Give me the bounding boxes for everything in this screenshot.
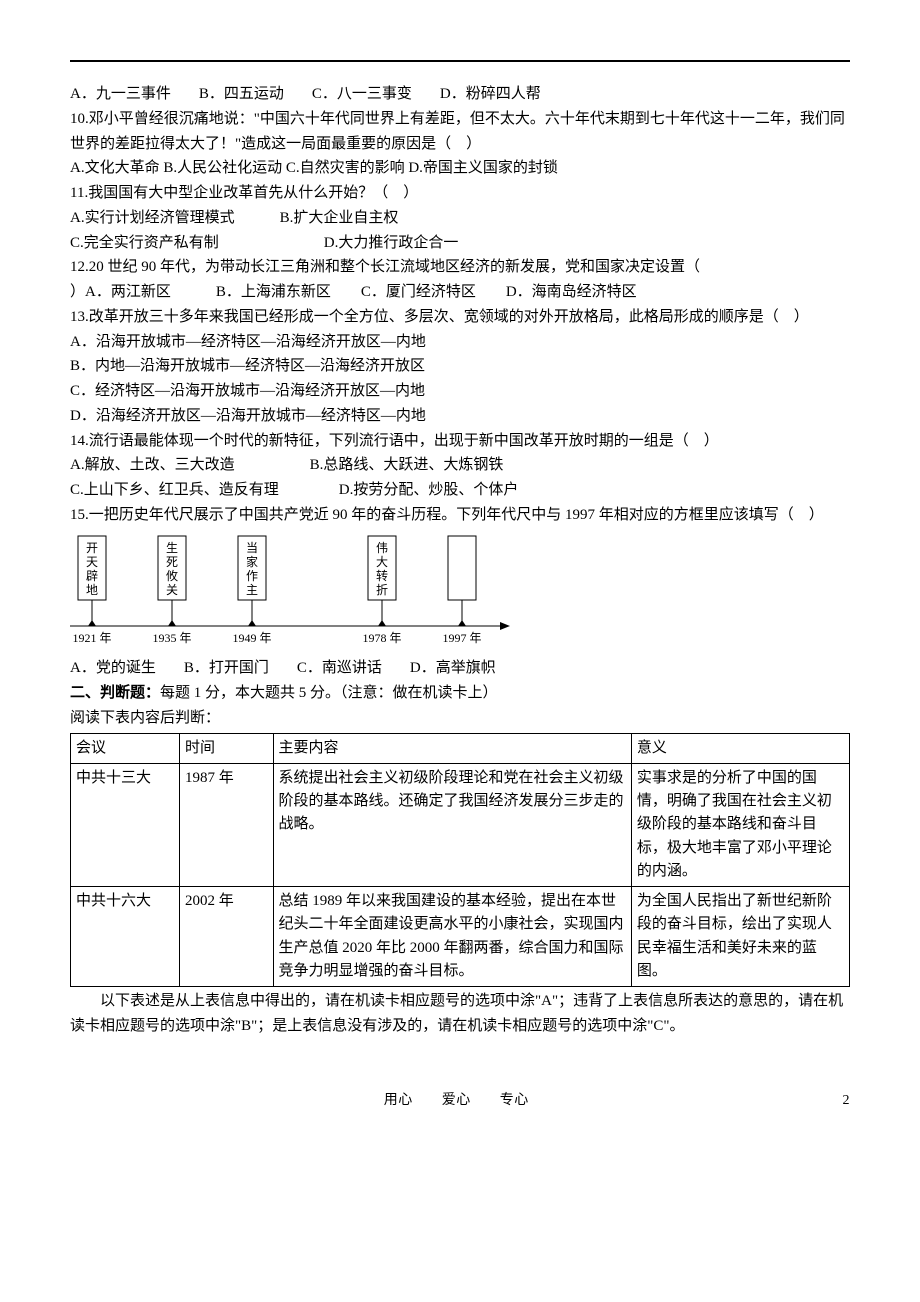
q13-stem: 13.改革开放三十多年来我国已经形成一个全方位、多层次、宽领域的对外开放格局，此… <box>70 305 850 330</box>
q9-choice-b: B．四五运动 <box>199 82 284 107</box>
svg-text:攸: 攸 <box>166 568 178 583</box>
q10-choices: A.文化大革命 B.人民公社化运动 C.自然灾害的影响 D.帝国主义国家的封锁 <box>70 156 850 181</box>
table-header-cell: 时间 <box>180 733 273 763</box>
svg-text:转: 转 <box>376 568 388 583</box>
table-cell: 中共十六大 <box>71 887 180 987</box>
q10-stem: 10.邓小平曾经很沉痛地说："中国六十年代同世界上有差距，但不太大。六十年代末期… <box>70 107 850 157</box>
q15-choice-b: B．打开国门 <box>184 656 269 681</box>
q15-choices: A．党的诞生 B．打开国门 C．南巡讲话 D．高举旗帜 <box>70 656 850 681</box>
q13-choice-c: C．经济特区—沿海开放城市—沿海经济开放区—内地 <box>70 379 850 404</box>
top-rule <box>70 60 850 62</box>
q13-choice-d: D．沿海经济开放区—沿海开放城市—经济特区—内地 <box>70 404 850 429</box>
table-header-cell: 主要内容 <box>273 733 631 763</box>
svg-text:1921 年: 1921 年 <box>72 631 111 645</box>
q13-choice-b: B．内地—沿海开放城市—经济特区—沿海经济开放区 <box>70 354 850 379</box>
svg-text:家: 家 <box>246 554 258 569</box>
q12-stemb: ）A．两江新区 B．上海浦东新区 C．厦门经济特区 D．海南岛经济特区 <box>70 280 850 305</box>
sec2-table: 会议时间主要内容意义中共十三大1987 年系统提出社会主义初级阶段理论和党在社会… <box>70 733 850 988</box>
svg-text:辟: 辟 <box>86 568 98 583</box>
svg-text:生: 生 <box>166 541 178 555</box>
timeline-svg: 开天辟地 1921 年 生死攸关 1935 年 当家作主 1949 年 伟大转折 1978 年… <box>70 528 530 648</box>
sec2-title-rest: 每题 1 分，本大题共 5 分。（注意：做在机读卡上） <box>160 685 498 701</box>
svg-text:大: 大 <box>376 555 388 569</box>
table-header-cell: 会议 <box>71 733 180 763</box>
svg-text:关: 关 <box>166 583 178 597</box>
table-cell: 总结 1989 年以来我国建设的基本经验，提出在本世纪头二十年全面建设更高水平的… <box>273 887 631 987</box>
q9-choice-c: C．八一三事变 <box>312 82 412 107</box>
q13-choice-a: A．沿海开放城市—经济特区—沿海经济开放区—内地 <box>70 330 850 355</box>
table-header-cell: 意义 <box>631 733 849 763</box>
svg-text:1997 年: 1997 年 <box>442 631 481 645</box>
svg-text:1949 年: 1949 年 <box>232 631 271 645</box>
table-cell: 中共十三大 <box>71 763 180 886</box>
q15-choice-a: A．党的诞生 <box>70 656 156 681</box>
svg-text:1978 年: 1978 年 <box>362 631 401 645</box>
q11-row1: A.实行计划经济管理模式 B.扩大企业自主权 <box>70 206 850 231</box>
svg-text:死: 死 <box>166 555 178 569</box>
q15-figure: 开天辟地 1921 年 生死攸关 1935 年 当家作主 1949 年 伟大转折 1978 年… <box>70 528 850 657</box>
svg-text:伟: 伟 <box>376 541 388 555</box>
table-cell: 系统提出社会主义初级阶段理论和党在社会主义初级阶段的基本路线。还确定了我国经济发… <box>273 763 631 886</box>
page: A．九一三事件 B．四五运动 C．八一三事变 D．粉碎四人帮 10.邓小平曾经很… <box>0 0 920 1152</box>
q11-stem: 11.我国国有大中型企业改革首先从什么开始？（ ） <box>70 181 850 206</box>
svg-text:天: 天 <box>86 555 98 569</box>
svg-text:1935 年: 1935 年 <box>152 631 191 645</box>
q9-choice-a: A．九一三事件 <box>70 82 171 107</box>
q14-stem: 14.流行语最能体现一个时代的新特征，下列流行语中，出现于新中国改革开放时期的一… <box>70 429 850 454</box>
q15-choice-c: C．南巡讲话 <box>297 656 382 681</box>
sec2-title-bold: 二、判断题： <box>70 685 160 701</box>
svg-text:开: 开 <box>86 541 98 555</box>
q12-stema: 12.20 世纪 90 年代，为带动长江三角洲和整个长江流域地区经济的新发展，党… <box>70 255 850 280</box>
table-cell: 实事求是的分析了中国的国情，明确了我国在社会主义初级阶段的基本路线和奋斗目标，极… <box>631 763 849 886</box>
footer-text: 用心 爱心 专心 <box>384 1093 529 1108</box>
q14-row1: A.解放、土改、三大改造 B.总路线、大跃进、大炼钢铁 <box>70 453 850 478</box>
svg-text:地: 地 <box>86 583 98 597</box>
table-cell: 2002 年 <box>180 887 273 987</box>
page-number: 2 <box>843 1089 851 1112</box>
sec2-title: 二、判断题：每题 1 分，本大题共 5 分。（注意：做在机读卡上） <box>70 681 850 706</box>
svg-text:主: 主 <box>246 583 258 597</box>
sec2-post: 以下表述是从上表信息中得出的，请在机读卡相应题号的选项中涂"A"；违背了上表信息… <box>70 989 850 1039</box>
q15-stem: 15.一把历史年代尺展示了中国共产党近 90 年的奋斗历程。下列年代尺中与 19… <box>70 503 850 528</box>
svg-text:作: 作 <box>246 569 258 583</box>
q14-row2: C.上山下乡、红卫兵、造反有理 D.按劳分配、炒股、个体户 <box>70 478 850 503</box>
page-footer: 用心 爱心 专心 2 <box>70 1089 850 1112</box>
sec2-intro: 阅读下表内容后判断： <box>70 706 850 731</box>
q9-choices: A．九一三事件 B．四五运动 C．八一三事变 D．粉碎四人帮 <box>70 82 850 107</box>
q9-choice-d: D．粉碎四人帮 <box>440 82 541 107</box>
q15-choice-d: D．高举旗帜 <box>410 656 496 681</box>
q11-row2: C.完全实行资产私有制 D.大力推行政企合一 <box>70 231 850 256</box>
table-cell: 为全国人民指出了新世纪新阶段的奋斗目标，绘出了实现人民幸福生活和美好未来的蓝图。 <box>631 887 849 987</box>
table-cell: 1987 年 <box>180 763 273 886</box>
svg-text:折: 折 <box>376 582 388 597</box>
svg-text:当: 当 <box>246 541 258 555</box>
